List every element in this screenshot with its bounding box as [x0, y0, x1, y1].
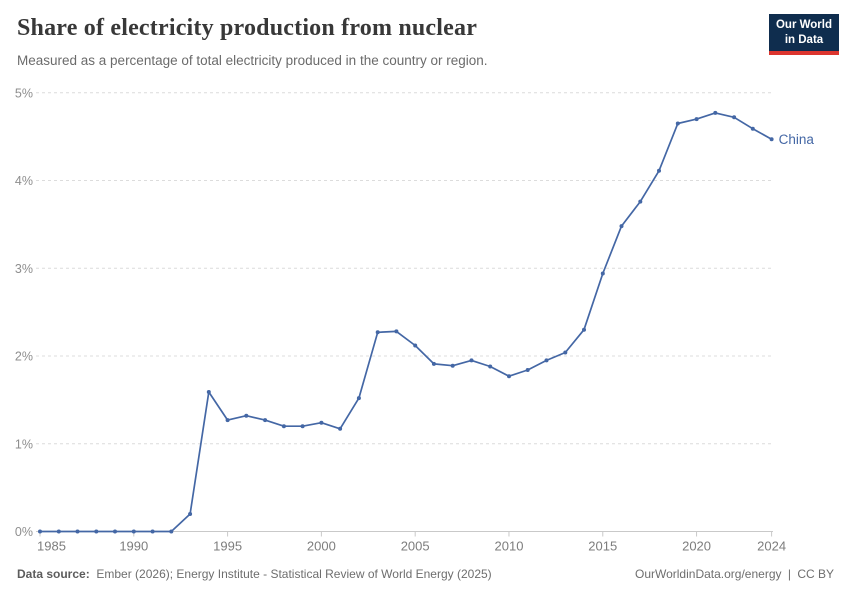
- x-axis-label: 2020: [682, 539, 711, 554]
- data-point-marker: [169, 529, 174, 534]
- data-point-marker: [150, 529, 155, 534]
- data-point-marker: [563, 350, 568, 355]
- data-point-marker: [131, 529, 136, 534]
- data-point-marker: [225, 418, 230, 423]
- data-point-marker: [38, 529, 42, 534]
- data-point-marker: [600, 271, 605, 276]
- data-point-marker: [300, 424, 305, 429]
- data-point-marker: [206, 390, 211, 394]
- chart-footer: Data source: Ember (2026); Energy Instit…: [17, 567, 834, 581]
- data-point-marker: [582, 327, 586, 332]
- data-point-marker: [413, 343, 418, 348]
- y-axis-label: 4%: [15, 174, 33, 188]
- x-axis-label: 1985: [37, 539, 66, 554]
- license-link[interactable]: CC BY: [797, 567, 834, 581]
- data-point-marker: [694, 117, 699, 122]
- owid-url-link[interactable]: OurWorldinData.org/energy: [634, 567, 782, 581]
- data-point-marker: [544, 358, 549, 363]
- data-point-marker: [56, 529, 61, 534]
- owid-logo-line1: Our World: [775, 19, 832, 31]
- data-source-text: Ember (2026); Energy Institute - Statist…: [93, 567, 492, 581]
- y-axis-label: 3%: [15, 262, 33, 276]
- data-source: Data source: Ember (2026); Energy Instit…: [17, 567, 492, 581]
- credit-separator: |: [787, 567, 791, 581]
- x-axis-label: 2024: [757, 539, 786, 554]
- data-point-marker: [450, 363, 455, 368]
- data-point-marker: [525, 368, 530, 372]
- y-axis-label: 1%: [15, 437, 33, 451]
- data-point-marker: [657, 168, 661, 173]
- x-axis-label: 2000: [307, 539, 336, 554]
- data-point-marker: [375, 330, 380, 335]
- data-point-marker: [75, 529, 80, 534]
- data-point-marker: [769, 137, 774, 142]
- data-point-marker: [638, 199, 643, 204]
- x-axis-label: 1995: [213, 539, 242, 554]
- data-point-marker: [281, 424, 286, 429]
- data-point-marker: [356, 396, 361, 401]
- data-point-marker: [338, 426, 343, 431]
- series-end-label-china[interactable]: China: [779, 132, 815, 147]
- data-point-marker: [113, 529, 117, 534]
- data-point-marker: [732, 115, 737, 120]
- data-point-marker: [94, 529, 99, 534]
- data-point-marker: [188, 512, 193, 516]
- data-point-marker: [394, 329, 399, 334]
- x-axis-label: 1990: [119, 539, 148, 554]
- y-axis-label: 0%: [15, 525, 33, 539]
- x-axis-label: 2015: [588, 539, 617, 554]
- chart-title: Share of electricity production from nuc…: [17, 15, 478, 41]
- data-source-label: Data source:: [17, 567, 90, 581]
- data-point-marker: [244, 413, 249, 418]
- data-point-marker: [675, 121, 680, 126]
- data-point-marker: [713, 110, 718, 115]
- data-point-marker: [507, 374, 511, 379]
- owid-logo[interactable]: Our World in Data: [769, 14, 839, 55]
- data-point-marker: [431, 361, 436, 366]
- data-point-marker: [319, 420, 324, 425]
- data-point-marker: [619, 224, 624, 229]
- data-point-marker: [263, 418, 268, 423]
- data-point-marker: [750, 126, 755, 131]
- chart-subtitle: Measured as a percentage of total electr…: [17, 53, 488, 68]
- data-point-marker: [488, 364, 493, 369]
- credit-line: OurWorldinData.org/energy | CC BY: [632, 567, 834, 581]
- data-point-marker: [469, 358, 474, 363]
- x-axis-label: 2010: [495, 539, 524, 554]
- y-axis-label: 5%: [15, 86, 33, 100]
- y-axis-label: 2%: [15, 350, 33, 364]
- x-axis-label: 2005: [401, 539, 430, 554]
- owid-logo-line2: in Data: [784, 33, 824, 46]
- series-line-china[interactable]: [40, 112, 773, 533]
